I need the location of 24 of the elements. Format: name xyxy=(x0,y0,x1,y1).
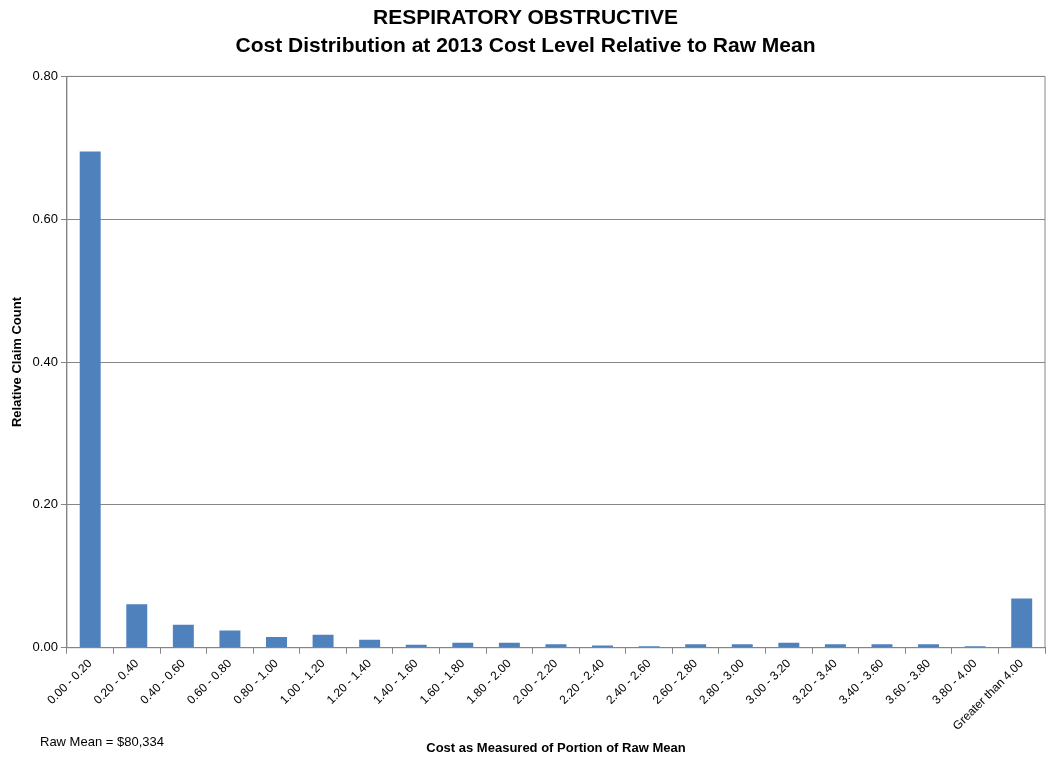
x-axis-title: Cost as Measured of Portion of Raw Mean xyxy=(426,739,686,755)
chart-title: RESPIRATORY OBSTRUCTIVE xyxy=(373,5,678,29)
bar xyxy=(731,644,753,648)
bar xyxy=(126,604,148,648)
chart-subtitle: Cost Distribution at 2013 Cost Level Relative to Raw Mean xyxy=(235,32,816,56)
y-tick-label: 0.80 xyxy=(32,67,58,83)
y-tick-label: 0.00 xyxy=(32,639,58,655)
bar xyxy=(824,644,846,648)
y-tick-label: 0.40 xyxy=(32,353,58,369)
bar xyxy=(219,630,241,648)
bar xyxy=(685,644,707,648)
bar xyxy=(545,644,567,648)
y-axis-title: Relative Claim Count xyxy=(9,296,25,428)
bar xyxy=(266,637,287,648)
bar xyxy=(359,639,381,648)
bar xyxy=(918,644,940,648)
text: Raw Mean = $80,334 xyxy=(40,733,164,749)
bar xyxy=(312,634,334,648)
bar xyxy=(79,151,101,648)
bar xyxy=(871,644,893,648)
y-tick-label: 0.60 xyxy=(32,210,58,226)
bar xyxy=(172,624,194,648)
y-tick-label: 0.20 xyxy=(32,496,58,512)
bar xyxy=(1011,598,1033,648)
